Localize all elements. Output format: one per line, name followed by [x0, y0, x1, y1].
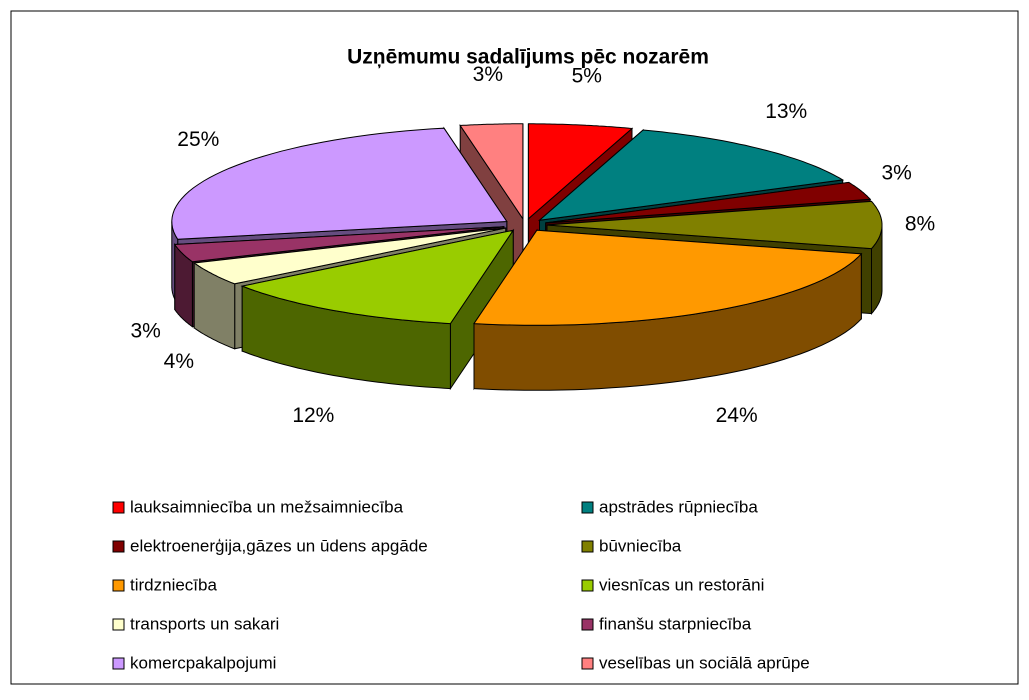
slice: [527, 123, 634, 220]
legend-swatch: [112, 540, 125, 553]
legend-label: elektroenerģija,gāzes un ūdens apgāde: [130, 536, 428, 555]
slice: [192, 227, 506, 285]
data-label: 12%: [292, 404, 334, 427]
legend-label: viesnīcas un restorāni: [599, 575, 764, 594]
slice: [546, 200, 883, 250]
legend-swatch: [581, 618, 594, 631]
legend-label: tirdzniecība: [130, 575, 217, 594]
slice: [545, 181, 872, 224]
legend-label: veselības un sociālā aprūpe: [599, 653, 810, 672]
legend-label: transports un sakari: [130, 614, 279, 633]
legend-label: finanšu starpniecība: [599, 614, 752, 633]
slice: [173, 226, 504, 263]
data-label: 3%: [881, 162, 911, 185]
legend-swatch: [112, 618, 125, 631]
slice: [473, 228, 863, 391]
data-label: 3%: [131, 319, 161, 342]
legend-swatch: [112, 501, 125, 514]
legend-swatch: [112, 657, 125, 670]
data-label: 5%: [572, 64, 602, 87]
legend-label: lauksaimniecība un mežsaimniecība: [130, 497, 404, 516]
data-label: 24%: [716, 404, 758, 427]
data-label: 4%: [164, 350, 194, 373]
legend-swatch: [581, 501, 594, 514]
slice: [473, 229, 863, 326]
slice: [459, 123, 524, 221]
legend-label: būvniecība: [599, 536, 682, 555]
data-label: 3%: [473, 63, 503, 86]
legend-label: apstrādes rūpniecība: [599, 497, 758, 516]
slice: [240, 228, 515, 391]
data-label: 25%: [177, 128, 219, 151]
data-label: 8%: [905, 213, 935, 236]
legend-swatch: [581, 579, 594, 592]
data-label: 13%: [765, 100, 807, 123]
slice: [537, 129, 845, 222]
legend-swatch: [581, 657, 594, 670]
slice: [240, 229, 515, 325]
chart-title: Uzņēmumu sadalījums pēc nozarēm: [347, 46, 709, 69]
legend-swatch: [581, 540, 594, 553]
legend-label: komercpakalpojumi: [130, 653, 276, 672]
legend-swatch: [112, 579, 125, 592]
slice: [171, 127, 508, 240]
